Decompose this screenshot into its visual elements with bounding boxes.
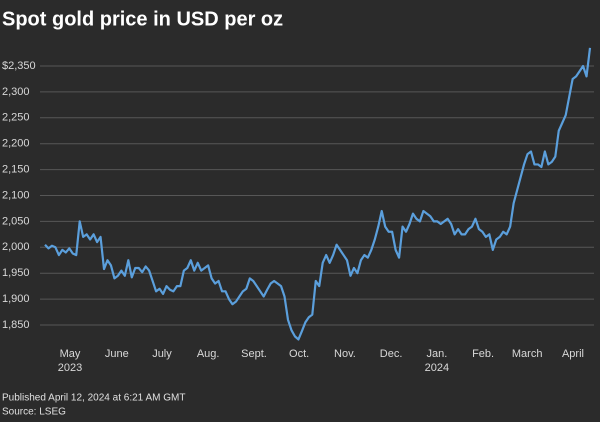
y-tick-label: 2,150 <box>2 164 30 176</box>
y-tick-label: 2,100 <box>2 189 30 201</box>
y-tick-label: 2,050 <box>2 215 30 227</box>
x-tick-label: Sept. <box>241 348 267 360</box>
x-tick-label: March <box>512 348 543 360</box>
x-tick-label: Aug. <box>197 348 220 360</box>
chart-title: Spot gold price in USD per oz <box>2 8 283 30</box>
y-tick-label: 1,900 <box>2 293 30 305</box>
y-tick-label: 1,850 <box>2 319 30 331</box>
y-tick-label: $2,350 <box>2 60 36 72</box>
x-tick-label: Dec. <box>380 348 403 360</box>
x-tick-label: Jan. <box>427 348 448 360</box>
y-tick-label: 2,250 <box>2 112 30 124</box>
x-tick-label: July <box>152 348 172 360</box>
y-tick-label: 1,950 <box>2 267 30 279</box>
y-tick-label: 2,300 <box>2 86 30 98</box>
x-tick-label: Oct. <box>289 348 309 360</box>
x-year-label: 2023 <box>58 362 82 374</box>
y-tick-label: 2,000 <box>2 241 30 253</box>
x-tick-label: Feb. <box>472 348 494 360</box>
x-tick-label: April <box>562 348 584 360</box>
x-tick-label: June <box>105 348 129 360</box>
published-note: Published April 12, 2024 at 6:21 AM GMT <box>2 393 185 404</box>
y-tick-label: 2,200 <box>2 138 30 150</box>
x-tick-label: Nov. <box>334 348 356 360</box>
source-note: Source: LSEG <box>2 407 66 418</box>
x-year-label: 2024 <box>425 362 449 374</box>
x-tick-label: May <box>60 348 81 360</box>
price-line <box>44 47 592 341</box>
